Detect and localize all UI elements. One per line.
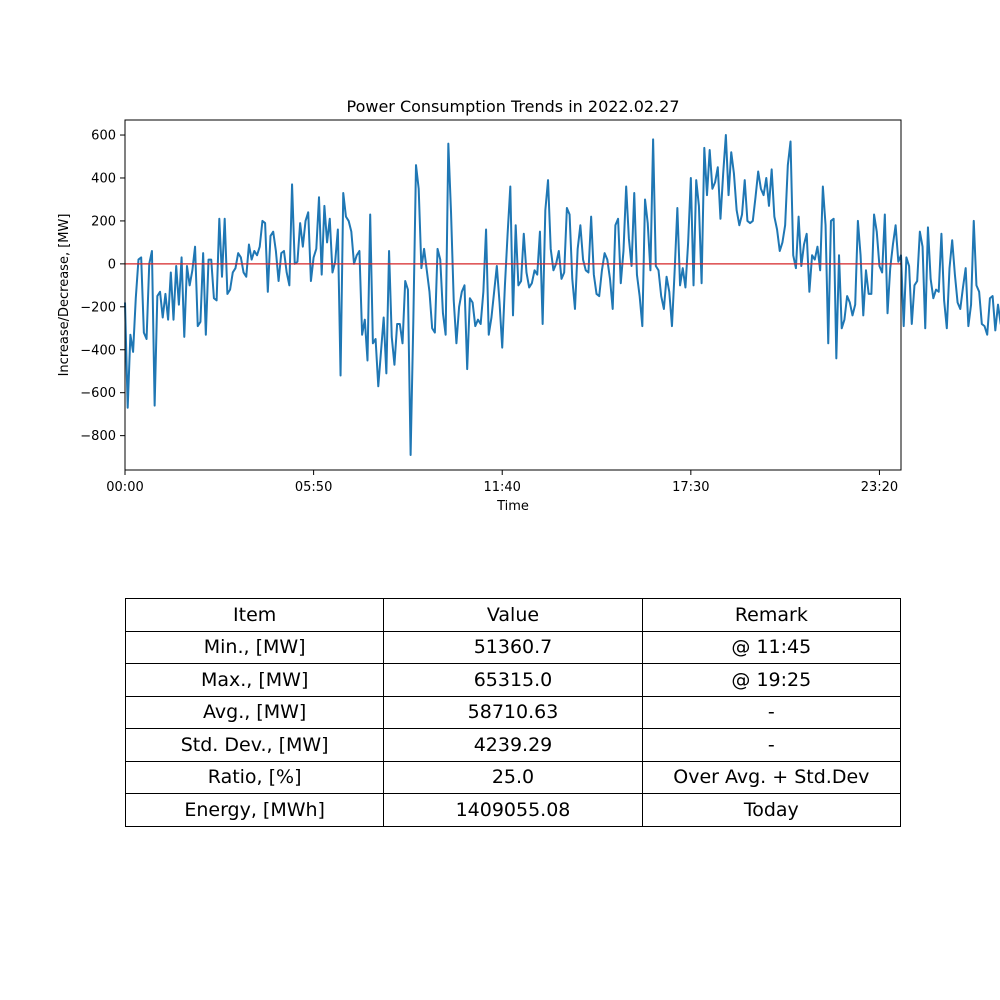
series-layer (124, 134, 1000, 456)
cell-item: Avg., [MW] (124, 695, 385, 729)
cell-value: 1409055.08 (383, 793, 643, 827)
header-value: Value (383, 598, 643, 632)
y-tick-label: 200 (91, 214, 116, 229)
cell-item: Ratio, [%] (124, 760, 385, 794)
table-row: Min., [MW] 51360.7 @ 11:45 (124, 630, 902, 664)
series-line-0 (124, 134, 1000, 456)
y-tick-label: −800 (80, 429, 116, 444)
chart-title: Power Consumption Trends in 2022.02.27 (346, 97, 679, 116)
x-tick-label: 00:00 (106, 480, 143, 495)
table-row: Energy, [MWh] 1409055.08 Today (124, 793, 902, 827)
header-item: Item (124, 598, 385, 632)
cell-value: 4239.29 (383, 728, 643, 762)
cell-remark: @ 11:45 (641, 630, 902, 664)
y-tick-label: 600 (91, 129, 116, 144)
table-row: Std. Dev., [MW] 4239.29 - (124, 728, 902, 762)
y-tick-label: 400 (91, 171, 116, 186)
table-header-row: Item Value Remark (124, 598, 902, 632)
table-row: Avg., [MW] 58710.63 - (124, 695, 902, 729)
cell-remark: - (641, 728, 902, 762)
y-tick-label: 0 (108, 257, 116, 272)
table-row: Ratio, [%] 25.0 Over Avg. + Std.Dev (124, 760, 902, 794)
x-axis-label: Time (496, 499, 529, 514)
header-remark: Remark (641, 598, 902, 632)
y-tick-label: −400 (80, 343, 116, 358)
x-tick-label: 17:30 (672, 480, 709, 495)
x-tick-label: 11:40 (483, 480, 520, 495)
table-row: Max., [MW] 65315.0 @ 19:25 (124, 663, 902, 697)
cell-item: Std. Dev., [MW] (124, 728, 385, 762)
line-chart: Power Consumption Trends in 2022.02.27 0… (57, 97, 1000, 514)
plot-area-frame (124, 119, 902, 471)
cell-item: Max., [MW] (124, 663, 385, 697)
statistics-table: Item Value Remark Min., [MW] 51360.7 @ 1… (124, 598, 902, 827)
x-tick-label: 23:20 (861, 480, 898, 495)
y-axis-ticks: 600 400 200 0 −200 −400 −600 −800 (80, 129, 125, 444)
x-axis-ticks: 00:00 05:50 11:40 17:30 23:20 (106, 470, 898, 495)
y-axis-label: Increase/Decrease, [MW] (57, 214, 72, 377)
cell-item: Energy, [MWh] (124, 793, 385, 827)
cell-value: 65315.0 (383, 663, 643, 697)
y-tick-label: −200 (80, 300, 116, 315)
cell-value: 51360.7 (383, 630, 643, 664)
cell-value: 25.0 (383, 760, 643, 794)
cell-remark: @ 19:25 (641, 663, 902, 697)
x-tick-label: 05:50 (295, 480, 332, 495)
cell-remark: Over Avg. + Std.Dev (641, 760, 902, 794)
cell-remark: Today (641, 793, 902, 827)
cell-remark: - (641, 695, 902, 729)
cell-value: 58710.63 (383, 695, 643, 729)
cell-item: Min., [MW] (124, 630, 385, 664)
y-tick-label: −600 (80, 386, 116, 401)
